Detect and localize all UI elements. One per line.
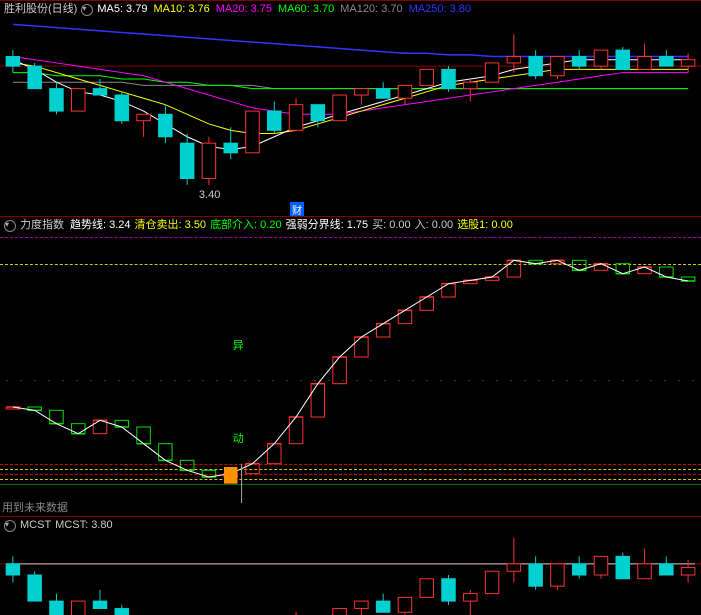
cai-marker: 财 [290,202,304,217]
price-chart-svg [0,1,701,217]
ma-legend: MA5: 3.79MA10: 3.76MA20: 3.75MA60: 3.70M… [97,1,477,18]
mcst-header: ▾ MCST MCST: 3.80 [0,517,701,534]
low-price-label: 3.40 [199,189,220,201]
mcst-title: MCST [20,517,51,534]
yi-marker: 异 [233,337,244,353]
mcst-panel[interactable]: ▾ MCST MCST: 3.80 [0,516,701,615]
price-chart-area[interactable] [0,1,701,216]
mcst-value: MCST: 3.80 [55,517,112,534]
stock-title: 胜利股份(日线) [4,1,77,18]
dropdown-icon[interactable]: ▾ [81,4,93,16]
strength-chart-area[interactable] [0,217,701,516]
dropdown-icon[interactable]: ▾ [4,520,16,532]
strength-chart-header: ▾ 力度指数 趋势线: 3.24清仓卖出: 3.50底部介入: 0.20强弱分界… [0,217,701,234]
dong-marker: 动 [233,430,244,446]
indicator-title: 力度指数 [20,217,64,234]
footer-text: 用到未来数据 [2,499,68,515]
price-chart-panel[interactable]: 胜利股份(日线) ▾ MA5: 3.79MA10: 3.76MA20: 3.75… [0,0,701,216]
strength-index-panel[interactable]: ▾ 力度指数 趋势线: 3.24清仓卖出: 3.50底部介入: 0.20强弱分界… [0,216,701,516]
dropdown-icon[interactable]: ▾ [4,220,16,232]
strength-legend: 趋势线: 3.24清仓卖出: 3.50底部介入: 0.20强弱分界线: 1.75… [70,217,517,234]
price-chart-header: 胜利股份(日线) ▾ MA5: 3.79MA10: 3.76MA20: 3.75… [0,1,701,18]
strength-chart-svg [0,217,701,517]
